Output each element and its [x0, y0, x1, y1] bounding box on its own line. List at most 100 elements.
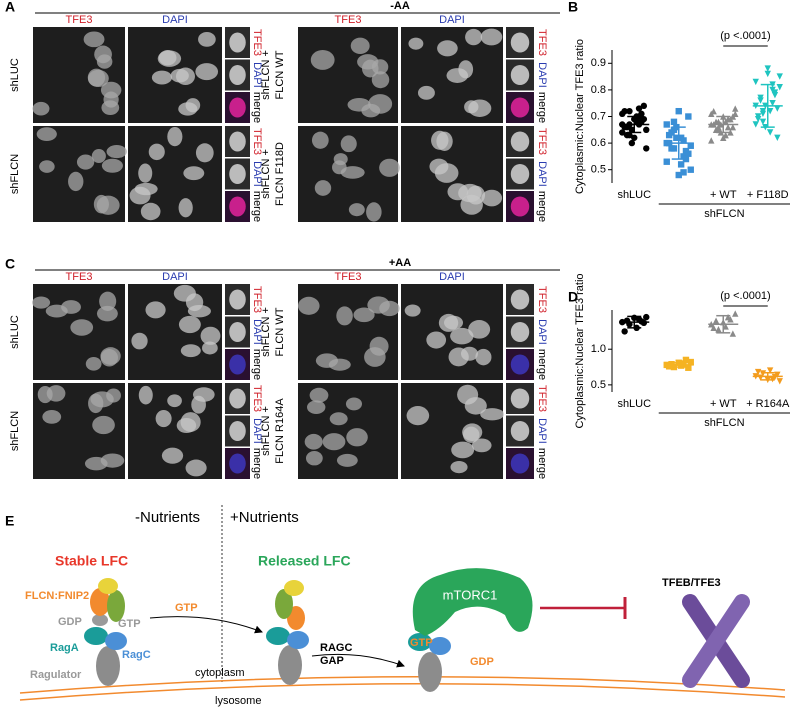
thumb-label: TFE3: [536, 128, 548, 155]
point: [720, 134, 727, 141]
thumb-label: DAPI: [536, 161, 548, 187]
cell: [39, 160, 55, 173]
point: [757, 97, 764, 104]
y-tick-label: 0.8: [591, 84, 606, 96]
cell: [101, 100, 120, 116]
cell: [32, 296, 51, 309]
thumb-label: merge: [251, 448, 263, 479]
row-label: shFLCN +: [260, 149, 272, 199]
point: [729, 330, 737, 337]
row-label: FLCN F118D: [274, 142, 286, 206]
x-tick-label: + R164A: [746, 398, 790, 410]
cell: [195, 63, 219, 81]
cell: [185, 459, 207, 477]
thumbnail-cell: [229, 421, 246, 441]
point: [682, 356, 690, 364]
cell: [345, 397, 363, 411]
point: [663, 158, 670, 165]
thumb-label: DAPI: [251, 161, 263, 187]
membrane: [19, 682, 786, 701]
thumbnail-cell: [510, 289, 530, 310]
row-label: FLCN WT: [274, 50, 286, 99]
x-tick-label: + F118D: [747, 189, 789, 201]
cell: [76, 154, 95, 170]
thumb-label: TFE3: [536, 286, 548, 313]
label: GTP: [118, 618, 141, 630]
thumbnail-cell: [229, 32, 246, 53]
point: [623, 317, 631, 324]
point: [752, 121, 759, 128]
point: [680, 137, 687, 144]
cell: [91, 149, 106, 164]
point: [685, 364, 692, 371]
point: [715, 326, 722, 333]
tfeb: [682, 594, 750, 688]
cell: [404, 304, 421, 317]
cell: [481, 189, 503, 207]
point: [675, 107, 682, 115]
point: [754, 368, 762, 376]
point: [680, 169, 687, 176]
cell: [431, 130, 449, 150]
y-tick-label: 0.9: [591, 57, 606, 69]
point: [754, 115, 762, 123]
lfc-released: [266, 580, 309, 685]
cell: [88, 393, 104, 414]
thumbnail-cell: [229, 388, 246, 409]
cell: [298, 296, 320, 315]
cell: [138, 385, 153, 405]
point: [752, 78, 759, 86]
point: [682, 155, 690, 163]
thumbnail-cell: [510, 131, 530, 152]
annotation: (p <.0001): [720, 30, 770, 42]
row-label: shFLCN +: [260, 307, 272, 357]
cell: [458, 183, 482, 203]
label: GDP: [58, 616, 82, 628]
label: GAP: [320, 655, 344, 667]
row-label: shFLCN: [9, 154, 21, 194]
thumbnail-cell: [510, 421, 530, 441]
cell: [304, 433, 323, 450]
row-label: shLUC: [9, 315, 21, 349]
label: Ragulator: [30, 669, 82, 681]
label: GDP: [470, 656, 494, 668]
point: [687, 166, 694, 173]
thumbnail-cell: [229, 354, 246, 375]
cell: [42, 409, 62, 424]
cell: [92, 415, 115, 435]
label: mTORC1: [443, 587, 498, 602]
panel-e: E -Nutrients +Nutrients Stable LFC Relea…: [5, 505, 786, 707]
point: [685, 113, 692, 120]
cell: [307, 400, 326, 415]
cell: [340, 166, 365, 179]
channel-label: TFE3: [335, 14, 362, 26]
cell: [106, 145, 127, 159]
point: [764, 70, 771, 78]
cell: [198, 32, 216, 47]
thumbnail-cell: [510, 354, 530, 375]
cell: [437, 40, 458, 57]
cell: [178, 315, 201, 334]
point: [729, 123, 737, 131]
point: [774, 105, 781, 112]
cell: [99, 291, 117, 311]
state-label: Released LFC: [258, 553, 351, 569]
x-tick-label: + WT: [710, 189, 737, 201]
cell: [465, 28, 483, 46]
thumb-label: merge: [536, 349, 548, 380]
cell: [379, 158, 400, 177]
thumb-label: DAPI: [251, 62, 263, 88]
channel-label: DAPI: [162, 14, 188, 26]
thumb-label: DAPI: [536, 319, 548, 345]
point: [628, 126, 636, 133]
thumb-label: merge: [536, 191, 548, 222]
cell: [176, 417, 197, 434]
point: [621, 328, 628, 335]
point: [628, 139, 636, 147]
channel-label: DAPI: [439, 271, 465, 283]
thumb-label: TFE3: [251, 128, 263, 155]
arrow: [149, 616, 263, 634]
cell: [310, 49, 335, 70]
point: [631, 134, 638, 141]
point: [732, 310, 739, 317]
